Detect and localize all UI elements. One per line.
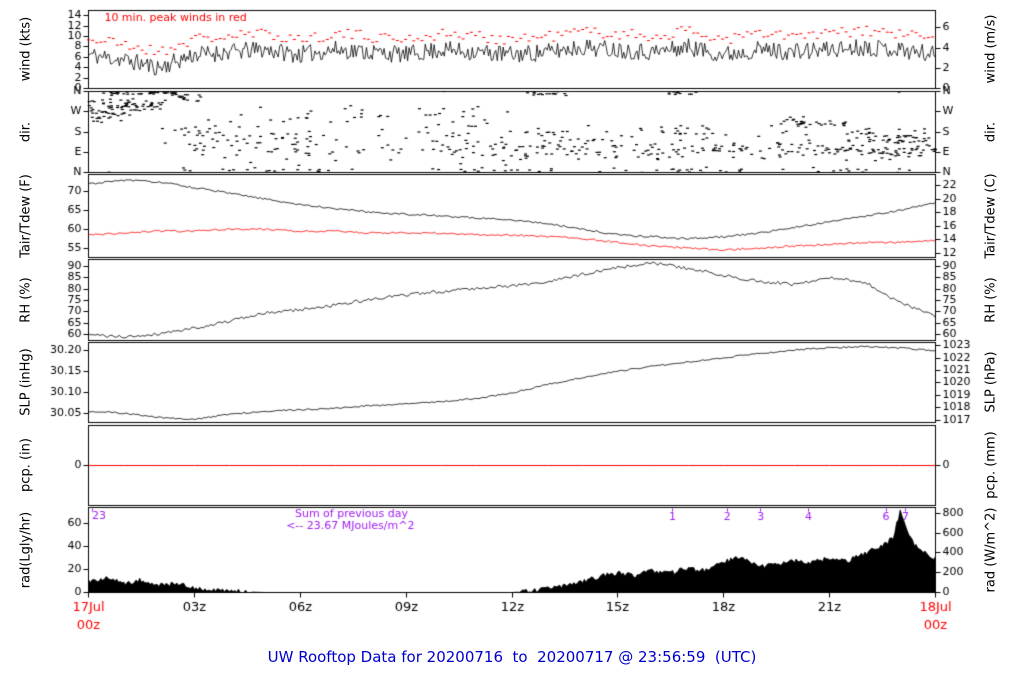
y-axis-label-wind-kts: wind (kts)	[18, 16, 34, 82]
y-axis-label-rad-wm2: rad (W/m^2)	[983, 507, 999, 592]
chart-title: UW Rooftop Data for 20200716 to 20200717…	[267, 648, 757, 666]
y-axis-label-slp-inhg: SLP (inHg)	[18, 348, 34, 416]
y-axis-label-rh-right: RH (%)	[983, 276, 999, 323]
y-axis-label-dir-right: dir.	[983, 121, 999, 142]
y-axis-label-rh-left: RH (%)	[18, 276, 34, 323]
y-axis-label-rad-lgly: rad(Lgly/hr)	[18, 511, 34, 588]
y-axis-label-wind-ms: wind (m/s)	[983, 14, 999, 84]
y-axis-label-pcp-in: pcp. (in)	[18, 438, 34, 492]
y-axis-label-pcp-mm: pcp. (mm)	[983, 431, 999, 499]
y-axis-label-temp-c: Tair/Tdew (C)	[983, 172, 999, 259]
y-axis-label-slp-hpa: SLP (hPa)	[983, 351, 999, 413]
y-axis-label-dir-left: dir.	[18, 121, 34, 142]
y-axis-label-temp-f: Tair/Tdew (F)	[18, 173, 34, 258]
